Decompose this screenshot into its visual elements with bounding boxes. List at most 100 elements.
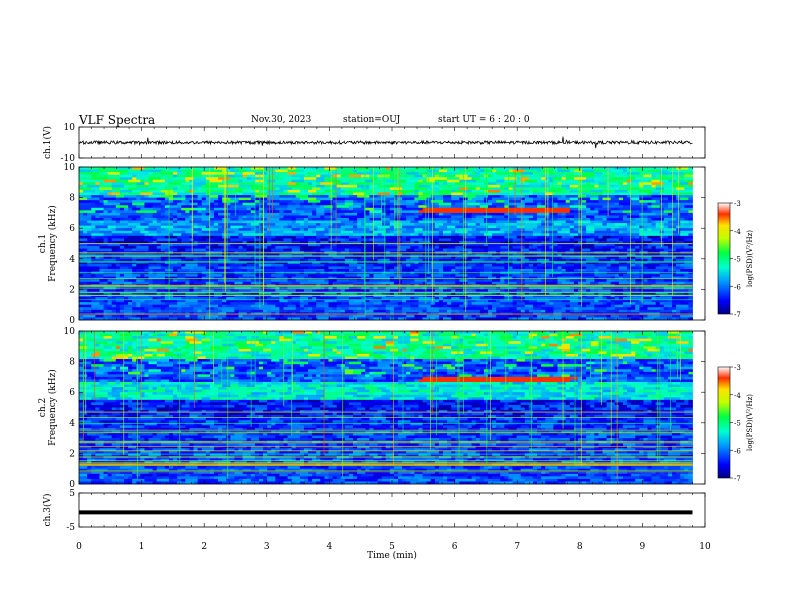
spectrogram-cell	[635, 223, 640, 226]
spectrogram-cell	[173, 279, 178, 283]
spectrogram-cell	[279, 192, 288, 196]
spectrogram-cell	[173, 172, 178, 175]
spectrogram-cell	[308, 189, 317, 193]
spectrogram-cell	[132, 256, 145, 260]
spectrogram-cell	[635, 218, 648, 221]
spectrogram-cell	[250, 177, 264, 181]
spectrogram-cell	[426, 207, 436, 211]
spectrogram-cell	[557, 230, 567, 234]
spectrogram-cell	[434, 202, 440, 206]
spectrogram-cell	[197, 274, 207, 277]
spectrogram-cell	[434, 297, 440, 300]
spectrogram-cell	[577, 297, 587, 300]
spectrogram-cell	[91, 228, 100, 232]
spectrogram-cell	[103, 210, 109, 214]
spectrogram-cell	[197, 299, 207, 303]
spectrogram-cell	[659, 276, 673, 280]
spectrogram-cell	[463, 189, 473, 193]
spectrogram-cell	[549, 336, 554, 339]
spectrogram-cell	[242, 179, 252, 183]
spectrogram-cell	[226, 167, 235, 170]
spectrogram-cell	[426, 189, 436, 193]
spectrogram-cell	[222, 289, 231, 293]
spectrogram-cell	[492, 297, 505, 300]
spectrogram-cell	[483, 333, 489, 337]
spectrogram-cell	[504, 210, 509, 214]
spectrogram-cell	[618, 258, 632, 262]
spectrogram-cell	[168, 207, 182, 211]
spectrogram-cell	[549, 182, 554, 186]
spectrogram-cell	[222, 235, 231, 239]
spectrogram-cell	[532, 269, 546, 272]
spectrogram-cell	[524, 228, 534, 232]
spectrogram-cell	[303, 174, 317, 178]
spectrogram-cell	[209, 333, 215, 337]
spectrogram-cell	[209, 179, 223, 183]
spectrogram-cell	[361, 189, 374, 193]
spectrogram-cell	[222, 302, 231, 305]
spectrogram-cell	[655, 215, 665, 219]
spectrogram-cell	[447, 281, 456, 285]
spectrogram-cell	[471, 212, 485, 216]
spectrogram-cell	[173, 212, 178, 216]
spectrogram-cell	[565, 195, 579, 198]
spectrogram-cell	[627, 233, 640, 237]
spectrogram-cell	[177, 215, 190, 219]
spectrogram-cell	[279, 228, 293, 232]
spectrogram-cell	[594, 223, 603, 226]
spectrogram-cell	[643, 207, 648, 211]
spectrogram-cell	[573, 289, 579, 293]
spectrogram-cell	[238, 258, 252, 262]
spectrogram-cell	[680, 235, 693, 239]
spectrogram-cell	[209, 291, 215, 295]
spectrogram-cell	[209, 228, 219, 232]
spectrogram-cell	[340, 187, 350, 191]
spectrogram-cell	[258, 200, 272, 203]
spectrogram-cell	[103, 182, 113, 186]
spectrogram-cell	[173, 294, 186, 298]
spectrogram-cell	[373, 228, 378, 232]
spectrogram-cell	[287, 212, 301, 216]
spectrogram-cell	[512, 202, 526, 206]
spectrogram-cell	[377, 177, 383, 181]
spectrogram-cell	[610, 338, 616, 342]
spectrogram-cell	[508, 187, 513, 191]
spectrogram-cell	[398, 210, 411, 214]
spectrogram-cell	[87, 343, 96, 347]
spectrogram-cell	[295, 338, 301, 342]
spectrogram-cell	[602, 248, 612, 252]
spectrogram-cell	[250, 230, 256, 234]
spectrogram-cell	[230, 202, 243, 206]
spectrogram-cell	[238, 246, 243, 249]
spectrogram-cell	[308, 274, 317, 277]
spectrogram-cell	[651, 238, 665, 242]
spectrogram-cell	[263, 302, 268, 305]
spectrogram-cell	[230, 169, 239, 173]
spectrogram-cell	[508, 266, 513, 270]
spectrogram-cell	[418, 302, 432, 305]
spectrogram-cell	[684, 261, 693, 265]
spectrogram-cell	[672, 314, 681, 318]
spectrogram-cell	[123, 253, 129, 257]
spectrogram-cell	[475, 220, 485, 224]
spectrogram-cell	[95, 225, 100, 229]
spectrogram-cell	[381, 331, 387, 334]
spectrogram-cell	[618, 220, 632, 224]
spectrogram-cell	[627, 256, 636, 260]
spectrogram-cell	[475, 276, 489, 280]
spectrogram-cell	[463, 314, 468, 318]
spectrogram-cell	[107, 266, 121, 270]
spectrogram-cell	[136, 210, 145, 214]
spectrogram-cell	[524, 235, 530, 239]
spectrogram-cell	[598, 184, 607, 188]
spectrogram-cell	[353, 230, 366, 234]
spectrogram-cell	[340, 302, 350, 305]
spectrogram-cell	[492, 207, 505, 211]
spectrogram-cell	[336, 294, 350, 298]
spectrogram-cell	[340, 174, 350, 178]
spectrogram-cell	[487, 333, 501, 337]
spectrogram-cell	[492, 304, 501, 308]
spectrogram-cell	[577, 220, 591, 224]
spectrogram-cell	[655, 248, 665, 252]
spectrogram-cell	[545, 230, 558, 234]
